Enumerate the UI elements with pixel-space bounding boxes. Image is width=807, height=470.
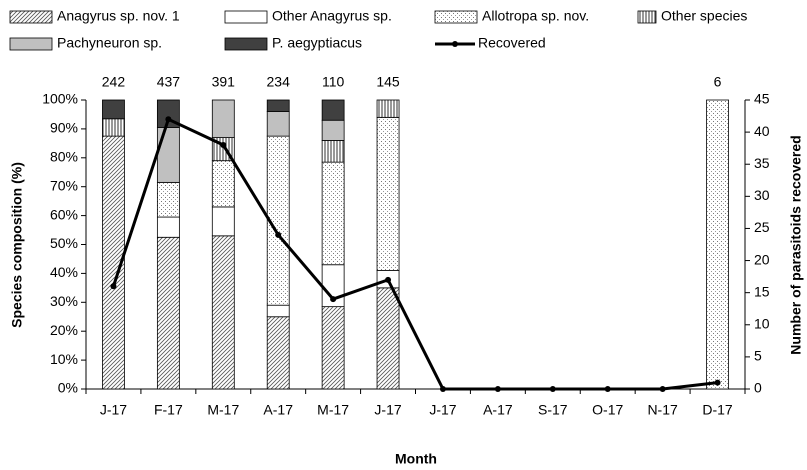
y2-tick-label: 15 xyxy=(754,283,770,299)
y2-tick-label: 20 xyxy=(754,251,770,267)
y-tick-label: 10% xyxy=(50,351,78,367)
bar-segment xyxy=(266,304,290,318)
y-tick-label: 0% xyxy=(58,380,78,396)
legend-label: Other Anagyrus sp. xyxy=(272,8,392,24)
legend-label: Allotropa sp. nov. xyxy=(482,8,589,24)
y-axis-title: Species composition (%) xyxy=(9,162,25,328)
legend-swatch xyxy=(224,37,268,51)
x-tick-label: D-17 xyxy=(702,402,733,418)
y-tick-label: 100% xyxy=(42,91,78,107)
x-axis-title: Month xyxy=(395,451,437,467)
bar-segment xyxy=(156,236,180,390)
x-tick-label: O-17 xyxy=(592,402,623,418)
legend-swatch xyxy=(9,37,53,51)
line-marker xyxy=(604,386,611,392)
bar-segment xyxy=(266,111,290,137)
x-tick-label: J-17 xyxy=(429,402,456,418)
line-marker xyxy=(659,386,666,392)
bar-total-label: 6 xyxy=(714,74,722,90)
y2-tick-label: 40 xyxy=(754,123,770,139)
legend-label: Pachyneuron sp. xyxy=(57,35,162,51)
y-tick-label: 30% xyxy=(50,293,78,309)
y-tick-label: 70% xyxy=(50,177,78,193)
bar-segment xyxy=(321,161,345,266)
legend-swatch xyxy=(224,10,268,24)
bar-segment xyxy=(376,287,400,390)
y-tick-label: 50% xyxy=(50,235,78,251)
legend-label: Other species xyxy=(661,8,747,24)
x-tick-label: J-17 xyxy=(374,402,401,418)
line-marker xyxy=(714,379,721,386)
y2-tick-label: 45 xyxy=(754,91,770,107)
y-tick-label: 60% xyxy=(50,206,78,222)
legend-swatch xyxy=(637,10,657,24)
legend-swatch xyxy=(434,10,478,24)
y-tick-label: 20% xyxy=(50,322,78,338)
bar-segment xyxy=(321,140,345,163)
line-series xyxy=(112,117,718,391)
line-marker xyxy=(165,116,172,123)
legend-label: Anagyrus sp. nov. 1 xyxy=(57,8,180,24)
bar-segment xyxy=(211,160,235,208)
line-marker xyxy=(494,386,501,392)
line-marker xyxy=(110,283,117,290)
bar-segment xyxy=(376,116,400,271)
bar-total-label: 391 xyxy=(212,74,236,90)
y-tick-label: 80% xyxy=(50,149,78,165)
y-tick-label: 40% xyxy=(50,264,78,280)
bar-segment xyxy=(321,119,345,141)
x-tick-label: J-17 xyxy=(100,402,127,418)
bar-segment xyxy=(321,99,345,121)
x-tick-label: F-17 xyxy=(154,402,183,418)
line-marker xyxy=(220,141,227,148)
bar-total-label: 110 xyxy=(322,74,345,90)
y2-tick-label: 0 xyxy=(754,380,762,396)
bar-segment xyxy=(102,99,125,120)
x-tick-label: A-17 xyxy=(483,402,513,418)
bar-total-label: 437 xyxy=(157,74,181,90)
x-tick-label: A-17 xyxy=(263,402,293,418)
legend-label: Recovered xyxy=(478,35,546,51)
y-tick-label: 90% xyxy=(50,120,78,136)
legend-swatch xyxy=(9,10,53,24)
bar-segment xyxy=(211,235,235,390)
line-marker xyxy=(275,231,282,238)
y2-axis-title: Number of parasitoids recovered xyxy=(788,135,804,354)
x-tick-label: N-17 xyxy=(647,402,678,418)
line-marker xyxy=(330,296,337,303)
bar-segment xyxy=(211,99,235,138)
bar-segment xyxy=(156,181,180,218)
y2-tick-label: 5 xyxy=(754,348,762,364)
bar-segment xyxy=(156,216,180,238)
bar-total-label: 234 xyxy=(267,74,291,90)
bar-segment xyxy=(102,118,125,137)
bar-segment xyxy=(211,206,235,237)
line-marker xyxy=(549,386,556,392)
line-marker xyxy=(385,276,392,283)
y2-tick-label: 25 xyxy=(754,219,770,235)
x-tick-label: M-17 xyxy=(317,402,349,418)
bar-segment xyxy=(156,127,180,183)
x-tick-label: S-17 xyxy=(538,402,568,418)
legend-marker xyxy=(452,41,458,47)
x-tick-label: M-17 xyxy=(207,402,239,418)
bar-segment xyxy=(266,316,290,390)
legend-label: P. aegyptiacus xyxy=(272,35,362,51)
bar-total-label: 242 xyxy=(102,74,126,90)
bar-segment xyxy=(321,306,345,390)
bar-segment xyxy=(376,99,400,118)
y2-tick-label: 10 xyxy=(754,315,770,331)
bar-segment xyxy=(266,99,290,112)
y2-tick-label: 30 xyxy=(754,187,770,203)
bar-segment xyxy=(706,99,729,390)
bar-total-label: 145 xyxy=(376,74,400,90)
y2-tick-label: 35 xyxy=(754,155,770,171)
line-marker xyxy=(439,386,446,392)
